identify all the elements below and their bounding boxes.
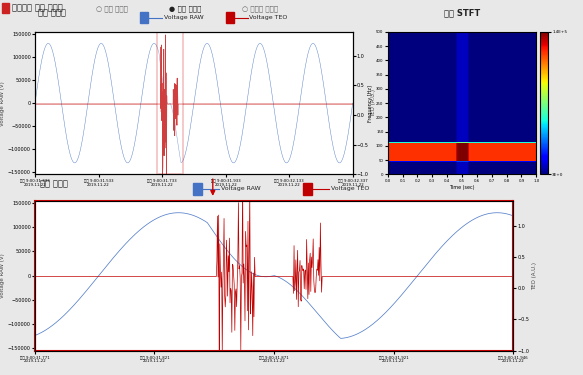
Text: Voltage TEO: Voltage TEO <box>250 15 288 20</box>
Bar <box>303 183 312 195</box>
Text: Voltage RAW: Voltage RAW <box>222 186 261 191</box>
Text: 전압 STFT: 전압 STFT <box>444 9 480 18</box>
Y-axis label: Voltage RAW (V): Voltage RAW (V) <box>0 253 5 298</box>
Bar <box>226 12 234 23</box>
Text: 이상상태 알람 데이터: 이상상태 알람 데이터 <box>12 4 62 13</box>
Bar <box>193 183 202 195</box>
Text: Voltage RAW: Voltage RAW <box>164 15 203 20</box>
Bar <box>157 32 182 174</box>
Text: ○ 발화상 데이터: ○ 발화상 데이터 <box>242 5 278 12</box>
Y-axis label: TEO (A.U.): TEO (A.U.) <box>371 89 377 117</box>
Y-axis label: Frequency [Hz]: Frequency [Hz] <box>368 85 373 122</box>
Text: Time (                    ): Time ( ) <box>170 202 217 207</box>
Text: 전압 그래프: 전압 그래프 <box>38 9 66 18</box>
Y-axis label: TEO (A.U.): TEO (A.U.) <box>532 262 537 290</box>
Text: ● 전압 데이터: ● 전압 데이터 <box>169 5 202 12</box>
Text: 나 캡 뒤: 나 캡 뒤 <box>38 213 50 218</box>
Text: 전압 그래프: 전압 그래프 <box>40 180 68 189</box>
Text: ○ 전류 데이터: ○ 전류 데이터 <box>96 5 128 12</box>
Y-axis label: Voltage RAW (V): Voltage RAW (V) <box>0 81 5 126</box>
Bar <box>140 12 147 23</box>
Bar <box>2 3 9 13</box>
X-axis label: Time (sec): Time (sec) <box>449 185 475 190</box>
Text: Voltage TEO: Voltage TEO <box>331 186 370 191</box>
